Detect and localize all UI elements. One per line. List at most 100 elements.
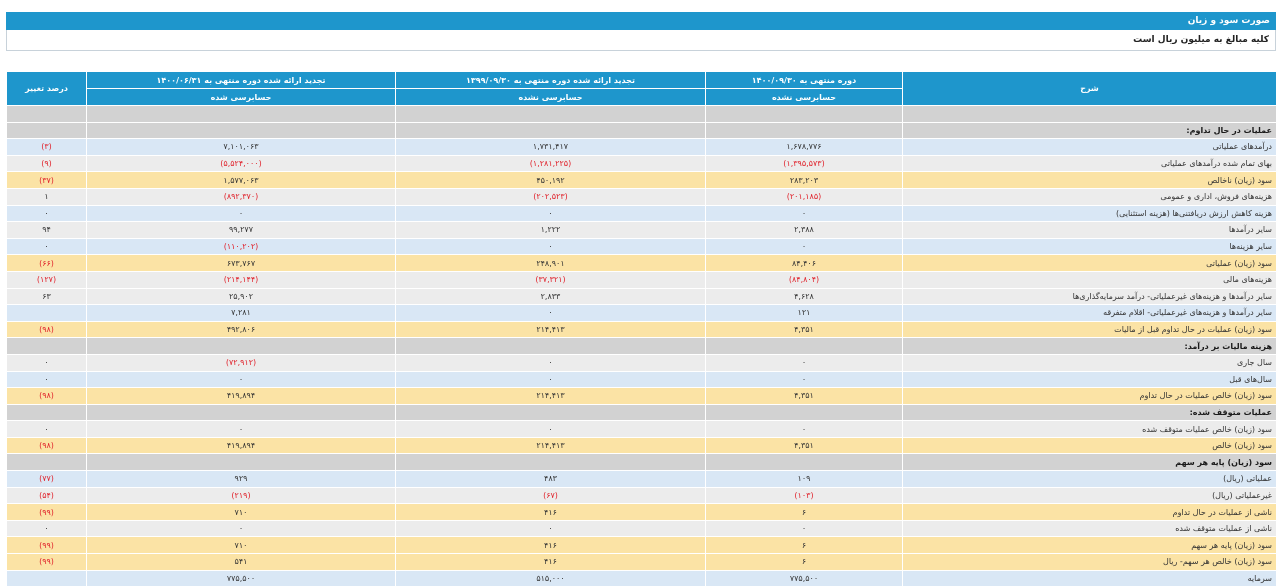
cell-period-prior bbox=[395, 337, 706, 355]
cell-period-prior: ۲,۸۳۳ bbox=[395, 287, 706, 306]
cell-change-percent: (۹۹) bbox=[6, 503, 87, 521]
table-row: سود (زیان) خالص ۴,۳۵۱ ۲۱۴,۴۱۳ ۴۱۹,۸۹۴ (۹۸) bbox=[6, 436, 1277, 455]
table-row: سرمایه ۷۷۵,۵۰۰ ۵۱۵,۰۰۰ ۷۷۵,۵۰۰ bbox=[6, 569, 1277, 587]
cell-change-percent: ۰ bbox=[6, 370, 87, 389]
cell-change-percent bbox=[6, 304, 87, 322]
table-row: عملیاتی (ریال) ۱۰۹ ۴۸۳ ۹۲۹ (۷۷) bbox=[6, 470, 1277, 488]
row-label: سود (زیان) خالص عملیات در حال تداوم bbox=[902, 387, 1277, 405]
cell-period-prior: ۵۱۵,۰۰۰ bbox=[395, 569, 706, 587]
cell-change-percent: ۰ bbox=[6, 519, 87, 538]
col-header-period-current: دوره منتهی به ۱۴۰۰/۰۹/۳۰ bbox=[705, 71, 903, 89]
cell-period-current: (۱۰۳) bbox=[705, 486, 903, 505]
section-row: سود (زیان) پایه هر سهم bbox=[6, 453, 1277, 472]
cell-year-prior: (۲۱۴,۱۴۴) bbox=[86, 270, 396, 289]
cell-change-percent: (۷۷) bbox=[6, 470, 87, 488]
cell-period-prior: ۱,۲۲۲ bbox=[395, 221, 706, 239]
cell-period-current bbox=[705, 453, 903, 472]
cell-change-percent: ۶۳ bbox=[6, 287, 87, 306]
cell-period-prior: ۲۱۴,۴۱۳ bbox=[395, 320, 706, 339]
row-label: سود (زیان) خالص عملیات متوقف شده bbox=[902, 420, 1277, 438]
cell-change-percent: ۰ bbox=[6, 204, 87, 223]
report-header: صورت سود و زیان کلیه مبالغ به میلیون ریا… bbox=[6, 12, 1276, 51]
cell-change-percent: (۳) bbox=[6, 138, 87, 156]
table-row: ناشی از عملیات در حال تداوم ۶ ۴۱۶ ۷۱۰ (۹۹) bbox=[6, 503, 1277, 521]
cell-period-current: ۱۲۱ bbox=[705, 304, 903, 322]
cell-year-prior: ۷,۲۸۱ bbox=[86, 304, 396, 322]
cell-period-prior: ۰ bbox=[395, 519, 706, 538]
row-label bbox=[902, 105, 1277, 123]
cell-period-current: ۸۴,۴۰۶ bbox=[705, 254, 903, 272]
cell-year-prior: (۲۱۹) bbox=[86, 486, 396, 505]
cell-period-current: ۷۷۵,۵۰۰ bbox=[705, 569, 903, 587]
cell-year-prior: (۱۱۰,۲۰۲) bbox=[86, 237, 396, 256]
cell-change-percent: ۰ bbox=[6, 420, 87, 438]
table-row: سود (زیان) عملیاتی ۸۴,۴۰۶ ۲۴۸,۹۰۱ ۶۷۳,۷۶۷ (۶… bbox=[6, 254, 1277, 272]
cell-period-current bbox=[705, 337, 903, 355]
cell-period-current bbox=[705, 105, 903, 123]
section-row: عملیات متوقف شده: bbox=[6, 403, 1277, 422]
cell-period-prior: ۲۴۸,۹۰۱ bbox=[395, 254, 706, 272]
row-label: سود (زیان) پایه هر سهم bbox=[902, 453, 1277, 472]
cell-period-current: ۱۰۹ bbox=[705, 470, 903, 488]
table-row: غیرعملیاتی (ریال) (۱۰۳) (۶۷) (۲۱۹) (۵۴) bbox=[6, 486, 1277, 505]
cell-period-prior: ۴۱۶ bbox=[395, 553, 706, 571]
cell-period-prior bbox=[395, 453, 706, 472]
cell-period-current: ۰ bbox=[705, 353, 903, 372]
cell-period-current bbox=[705, 121, 903, 140]
cell-year-prior: (۸۹۲,۳۷۰) bbox=[86, 187, 396, 206]
row-label: هزینه کاهش ارزش دریافتنی‌ها (هزینه استثن… bbox=[902, 204, 1277, 223]
cell-year-prior: ۲۵,۹۰۲ bbox=[86, 287, 396, 306]
cell-period-prior: ۲۱۴,۴۱۳ bbox=[395, 387, 706, 405]
cell-period-prior: ۰ bbox=[395, 370, 706, 389]
cell-change-percent: (۹۸) bbox=[6, 320, 87, 339]
cell-period-prior: ۴۱۶ bbox=[395, 536, 706, 555]
row-label: هزینه مالیات بر درآمد: bbox=[902, 337, 1277, 355]
cell-year-prior: ۰ bbox=[86, 519, 396, 538]
row-label: عملیات در حال تداوم: bbox=[902, 121, 1277, 140]
row-label: سود (زیان) خالص هر سهم- ریال bbox=[902, 553, 1277, 571]
table-row: هزینه‌های مالی (۸۴,۸۰۴) (۳۷,۳۲۱) (۲۱۴,۱۴۴)(… bbox=[6, 270, 1277, 289]
cell-year-prior: (۷۲,۹۱۲) bbox=[86, 353, 396, 372]
section-row bbox=[6, 105, 1277, 123]
cell-change-percent: ۰ bbox=[6, 353, 87, 372]
cell-period-current: ۰ bbox=[705, 204, 903, 223]
section-row: هزینه مالیات بر درآمد: bbox=[6, 337, 1277, 355]
row-label: سود (زیان) پایه هر سهم bbox=[902, 536, 1277, 555]
currency-note: کلیه مبالغ به میلیون ریال است bbox=[6, 30, 1276, 51]
table-row: سود (زیان) خالص عملیات متوقف شده ۰ ۰ ۰ ۰ bbox=[6, 420, 1277, 438]
table-row: هزینه کاهش ارزش دریافتنی‌ها (هزینه استثن… bbox=[6, 204, 1277, 223]
income-statement-table: شرح دوره منتهی به ۱۴۰۰/۰۹/۳۰ تجدید ارائه… bbox=[6, 71, 1277, 587]
cell-change-percent bbox=[6, 403, 87, 422]
cell-period-prior: ۰ bbox=[395, 420, 706, 438]
cell-year-prior: ۶۷۳,۷۶۷ bbox=[86, 254, 396, 272]
cell-period-current: ۱,۶۷۸,۷۷۶ bbox=[705, 138, 903, 156]
cell-period-prior: ۴۵۰,۱۹۲ bbox=[395, 171, 706, 189]
cell-period-current: ۲,۳۸۸ bbox=[705, 221, 903, 239]
cell-change-percent: (۳۷) bbox=[6, 171, 87, 189]
row-label: سایر هزینه‌ها bbox=[902, 237, 1277, 256]
cell-period-current: ۶ bbox=[705, 553, 903, 571]
cell-period-prior: (۳۷,۳۲۱) bbox=[395, 270, 706, 289]
cell-period-current: ۶ bbox=[705, 503, 903, 521]
row-label: سود (زیان) عملیاتی bbox=[902, 254, 1277, 272]
cell-period-current: ۴,۶۲۸ bbox=[705, 287, 903, 306]
row-label: سود (زیان) ناخالص bbox=[902, 171, 1277, 189]
table-row: سال‌های قبل ۰ ۰ ۰ ۰ bbox=[6, 370, 1277, 389]
col-header-description: شرح bbox=[902, 71, 1277, 106]
col-status-period-current: حسابرسی نشده bbox=[705, 88, 903, 106]
cell-period-prior: (۲۰۲,۵۲۳) bbox=[395, 187, 706, 206]
cell-period-current: ۴,۳۵۱ bbox=[705, 436, 903, 455]
row-label: سود (زیان) عملیات در حال تداوم قبل از ما… bbox=[902, 320, 1277, 339]
table-row: سود (زیان) پایه هر سهم ۶ ۴۱۶ ۷۱۰ (۹۹) bbox=[6, 536, 1277, 555]
row-label: عملیاتی (ریال) bbox=[902, 470, 1277, 488]
cell-year-prior: ۷۷۵,۵۰۰ bbox=[86, 569, 396, 587]
section-row: عملیات در حال تداوم: bbox=[6, 121, 1277, 140]
row-label: ناشی از عملیات متوقف شده bbox=[902, 519, 1277, 538]
table-row: ناشی از عملیات متوقف شده ۰ ۰ ۰ ۰ bbox=[6, 519, 1277, 538]
cell-change-percent: (۶۶) bbox=[6, 254, 87, 272]
cell-period-prior bbox=[395, 403, 706, 422]
cell-year-prior: ۷,۱۰۱,۰۶۳ bbox=[86, 138, 396, 156]
cell-period-current: (۲۰۱,۱۸۵) bbox=[705, 187, 903, 206]
row-label: عملیات متوقف شده: bbox=[902, 403, 1277, 422]
cell-change-percent bbox=[6, 453, 87, 472]
